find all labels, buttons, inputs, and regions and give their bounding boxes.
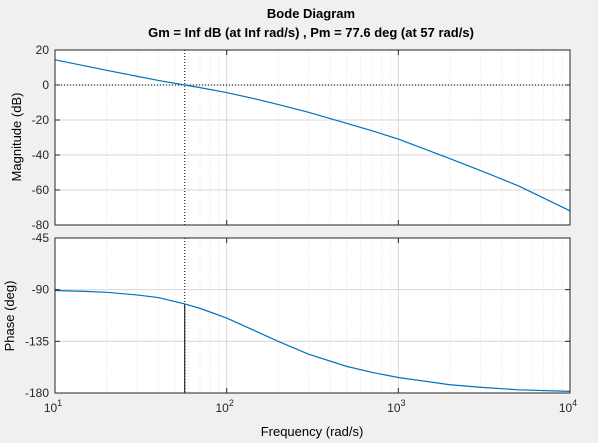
y-tick-label: -135: [25, 334, 49, 348]
y-tick-label: -80: [32, 218, 50, 232]
phase-panel: -45 -90 -135 -180: [25, 231, 571, 400]
x-axis-ticks: 101 102 103 104: [44, 398, 577, 415]
chart-subtitle: Gm = Inf dB (at Inf rad/s) , Pm = 77.6 d…: [148, 25, 474, 40]
y-tick-label: -180: [25, 386, 49, 400]
magnitude-series: [54, 59, 571, 212]
x-tick-label: 101: [44, 398, 62, 415]
magnitude-curve: [54, 59, 571, 212]
y-tick-label: -40: [32, 148, 50, 162]
phase-curve: [54, 289, 571, 392]
y-tick-label: -60: [32, 183, 50, 197]
magnitude-axes-border: [54, 49, 571, 226]
magnitude-reference-lines: [55, 50, 570, 225]
y-tick-label: -45: [32, 231, 50, 245]
x-tick-label: 104: [559, 398, 577, 415]
magnitude-panel: 20 0 -20 -40 -60 -80: [32, 43, 571, 232]
y-tick-label: -20: [32, 113, 50, 127]
phase-axes-border: [54, 237, 571, 394]
y-tick-label: 20: [36, 43, 50, 57]
phase-y-ticks: -45 -90 -135 -180: [25, 231, 570, 400]
x-axis-label: Frequency (rad/s): [261, 424, 364, 439]
magnitude-axes-background: [54, 49, 571, 226]
phase-series: [54, 289, 571, 392]
x-tick-label: 102: [215, 398, 233, 415]
magnitude-y-ticks: 20 0 -20 -40 -60 -80: [32, 43, 570, 232]
chart-title: Bode Diagram: [267, 6, 355, 21]
x-tick-label: 103: [387, 398, 405, 415]
phase-y-axis-label: Phase (deg): [2, 281, 17, 352]
magnitude-y-axis-label: Magnitude (dB): [9, 93, 24, 182]
y-tick-label: -90: [32, 283, 50, 297]
phase-axes-background: [54, 237, 571, 394]
y-tick-label: 0: [42, 78, 49, 92]
